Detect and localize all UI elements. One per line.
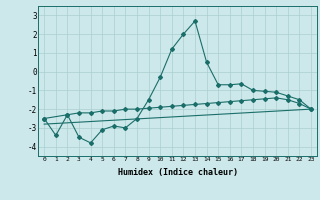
X-axis label: Humidex (Indice chaleur): Humidex (Indice chaleur) xyxy=(118,168,238,177)
